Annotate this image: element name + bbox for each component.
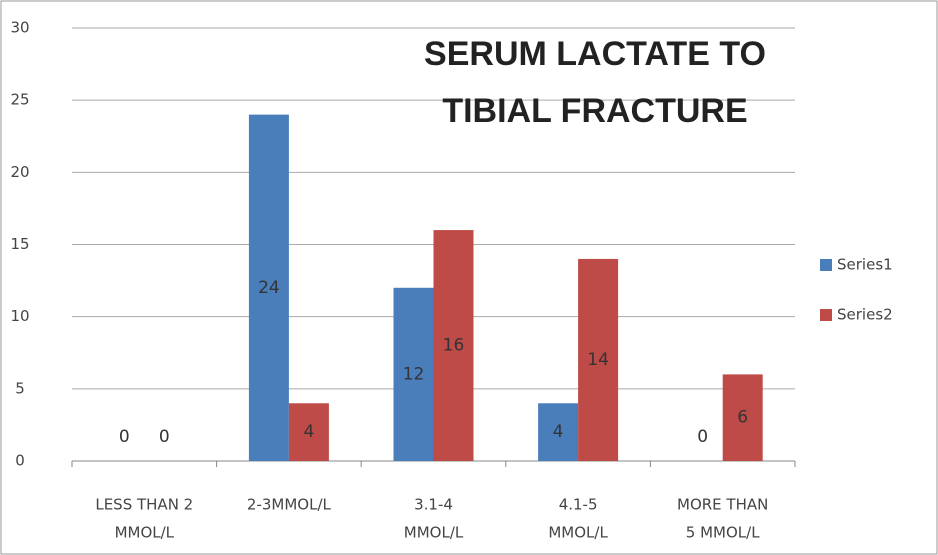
bar xyxy=(578,258,619,461)
bar xyxy=(288,403,329,461)
y-tick-label: 10 xyxy=(10,307,29,325)
x-tick-label: MMOL/L xyxy=(404,524,464,542)
x-tick-label: MMOL/L xyxy=(548,524,608,542)
legend-swatch xyxy=(820,259,832,271)
x-tick-label: MORE THAN xyxy=(677,496,768,514)
legend-swatch xyxy=(820,309,832,321)
data-label: 0 xyxy=(697,427,708,447)
bar xyxy=(538,403,579,461)
x-tick-label: MMOL/L xyxy=(115,524,175,542)
data-label: 6 xyxy=(737,408,748,428)
x-tick-label: LESS THAN 2 xyxy=(95,496,193,514)
y-tick-label: 5 xyxy=(15,379,25,397)
data-label: 0 xyxy=(159,427,170,447)
y-tick-label: 15 xyxy=(10,235,29,253)
legend-label: Series2 xyxy=(837,306,893,324)
bar xyxy=(393,287,434,461)
data-label: 16 xyxy=(443,336,465,356)
data-label: 4 xyxy=(553,422,564,442)
data-label: 14 xyxy=(587,350,609,370)
data-label: 0 xyxy=(119,427,130,447)
bar xyxy=(433,230,474,461)
data-label: 4 xyxy=(303,422,314,442)
y-tick-label: 20 xyxy=(10,163,29,181)
bar xyxy=(722,374,763,461)
chart-title: SERUM LACTATE TO xyxy=(424,35,766,73)
bar xyxy=(248,114,289,461)
x-tick-label: 5 MMOL/L xyxy=(686,524,760,542)
legend-label: Series1 xyxy=(837,256,893,274)
x-tick-label: 3.1-4 xyxy=(414,496,453,514)
data-label: 12 xyxy=(403,364,425,384)
chart-title: TIBIAL FRACTURE xyxy=(442,92,747,130)
x-tick-label: 4.1-5 xyxy=(559,496,598,514)
y-tick-label: 0 xyxy=(15,452,25,470)
y-tick-label: 25 xyxy=(10,91,29,109)
data-label: 24 xyxy=(258,278,280,298)
y-tick-label: 30 xyxy=(10,19,29,37)
x-tick-label: 2-3MMOL/L xyxy=(247,496,332,514)
